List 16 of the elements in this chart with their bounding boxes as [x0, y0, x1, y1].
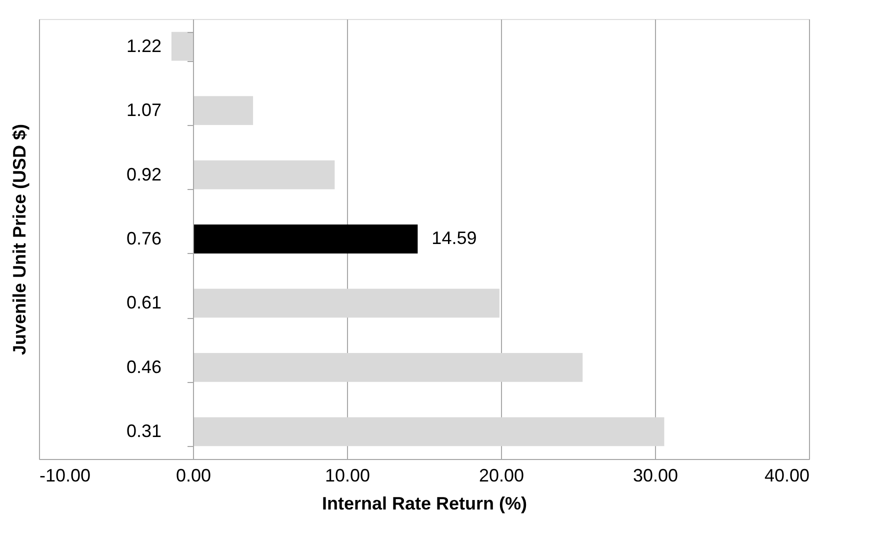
- x-tick-label: 10.00: [324, 466, 370, 486]
- y-tick-label: 1.07: [126, 100, 162, 120]
- y-tick-label: 0.92: [126, 164, 162, 184]
- y-tick-label: 1.22: [126, 36, 162, 56]
- y-tick-label: 0.61: [126, 292, 162, 313]
- x-axis-title: Internal Rate Return (%): [322, 494, 528, 514]
- y-tick-label: 0.76: [126, 228, 162, 248]
- x-tick-label: 20.00: [478, 466, 524, 486]
- data-label: 14.59: [432, 228, 477, 248]
- x-tick-label: 40.00: [764, 466, 810, 486]
- y-tick-label: 0.31: [126, 421, 162, 442]
- x-tick-label: -10.00: [40, 466, 91, 486]
- y-tick-label: 0.46: [126, 356, 162, 377]
- x-tick-label: 30.00: [632, 466, 678, 486]
- x-tick-label: 0.00: [176, 466, 212, 486]
- y-axis-title: Juvenile Unit Price (USD $): [10, 124, 30, 356]
